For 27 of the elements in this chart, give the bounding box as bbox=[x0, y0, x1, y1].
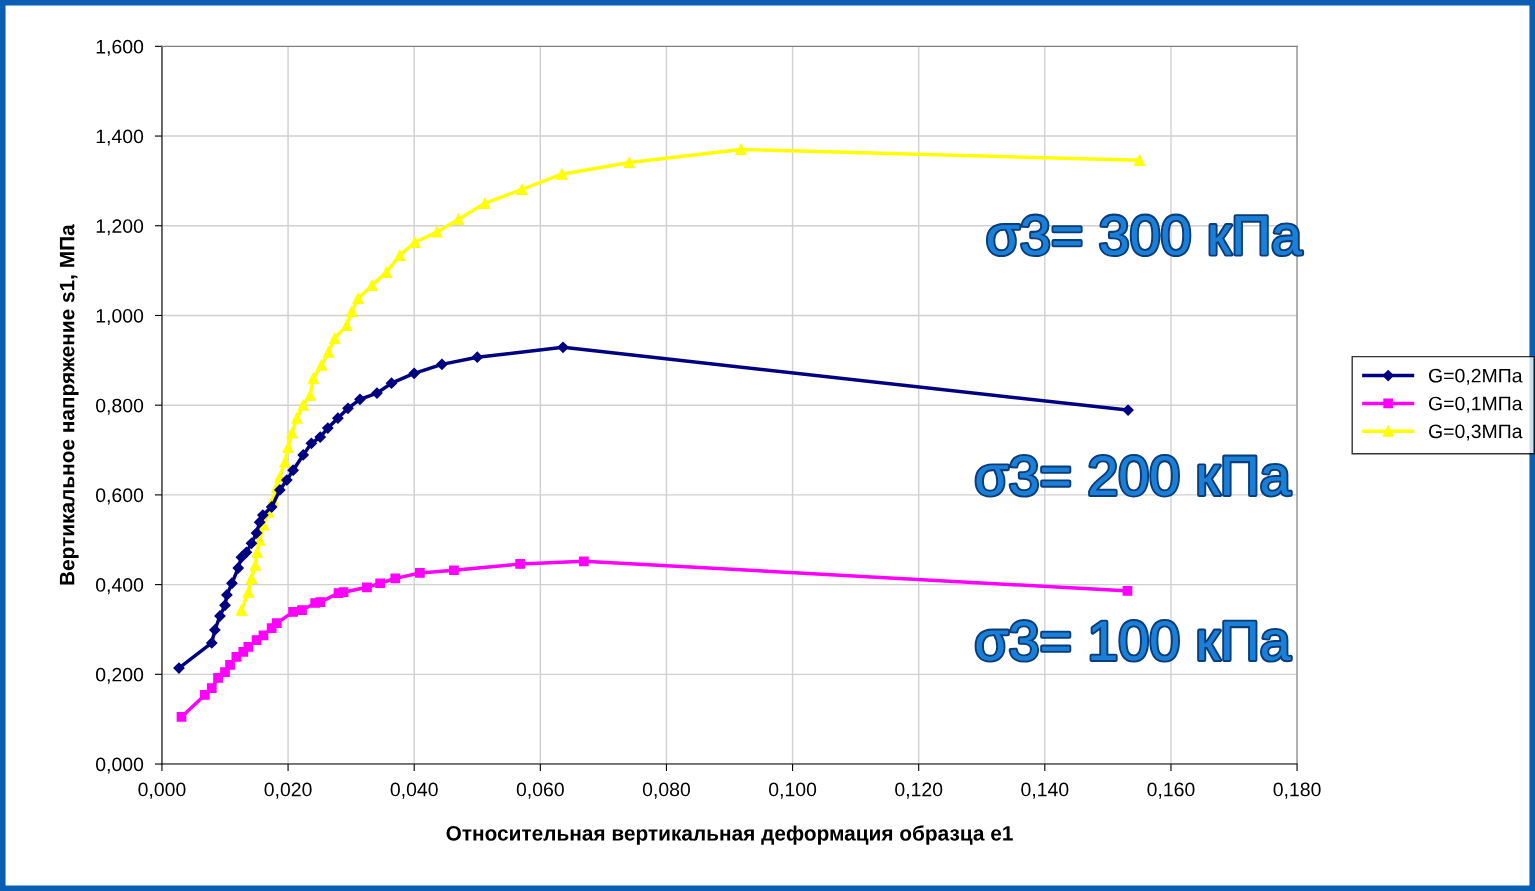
legend-label: G=0,3МПа bbox=[1429, 424, 1523, 441]
x-tick-label: 0,020 bbox=[264, 782, 312, 799]
y-axis-title: Вертикальное напряжение s1, МПа bbox=[59, 224, 79, 585]
legend-label: G=0,2МПа bbox=[1429, 368, 1523, 385]
x-tick-label: 0,000 bbox=[138, 782, 186, 799]
y-tick-label: 0,400 bbox=[95, 578, 144, 595]
x-tick-label: 0,040 bbox=[390, 782, 438, 799]
x-tick-label: 0,180 bbox=[1273, 782, 1321, 799]
x-tick-label: 0,160 bbox=[1147, 782, 1195, 799]
x-tick-label: 0,120 bbox=[895, 782, 943, 799]
y-tick-label: 0,600 bbox=[95, 488, 144, 505]
x-tick-label: 0,100 bbox=[769, 782, 817, 799]
y-tick-label: 1,600 bbox=[96, 39, 144, 56]
y-tick-label: 0,800 bbox=[95, 398, 144, 415]
x-tick-label: 0,140 bbox=[1021, 782, 1069, 799]
y-tick-label: 0,200 bbox=[95, 667, 144, 684]
x-tick-label: 0,060 bbox=[516, 782, 564, 799]
y-tick-label: 1,200 bbox=[96, 219, 144, 236]
x-tick-label: 0,080 bbox=[642, 782, 691, 799]
legend-label: G=0,1МПа bbox=[1429, 396, 1523, 413]
x-axis-title: Относительная вертикальная деформация образца e1 bbox=[446, 825, 1013, 845]
y-tick-label: 1,400 bbox=[96, 129, 144, 146]
annotation: σ3= 100 кПа bbox=[976, 621, 1291, 661]
annotation: σ3= 200 кПа bbox=[976, 456, 1291, 496]
y-tick-label: 0,000 bbox=[95, 757, 144, 774]
y-tick-label: 1,000 bbox=[96, 308, 144, 325]
annotation: σ3= 300 кПа bbox=[988, 215, 1302, 256]
